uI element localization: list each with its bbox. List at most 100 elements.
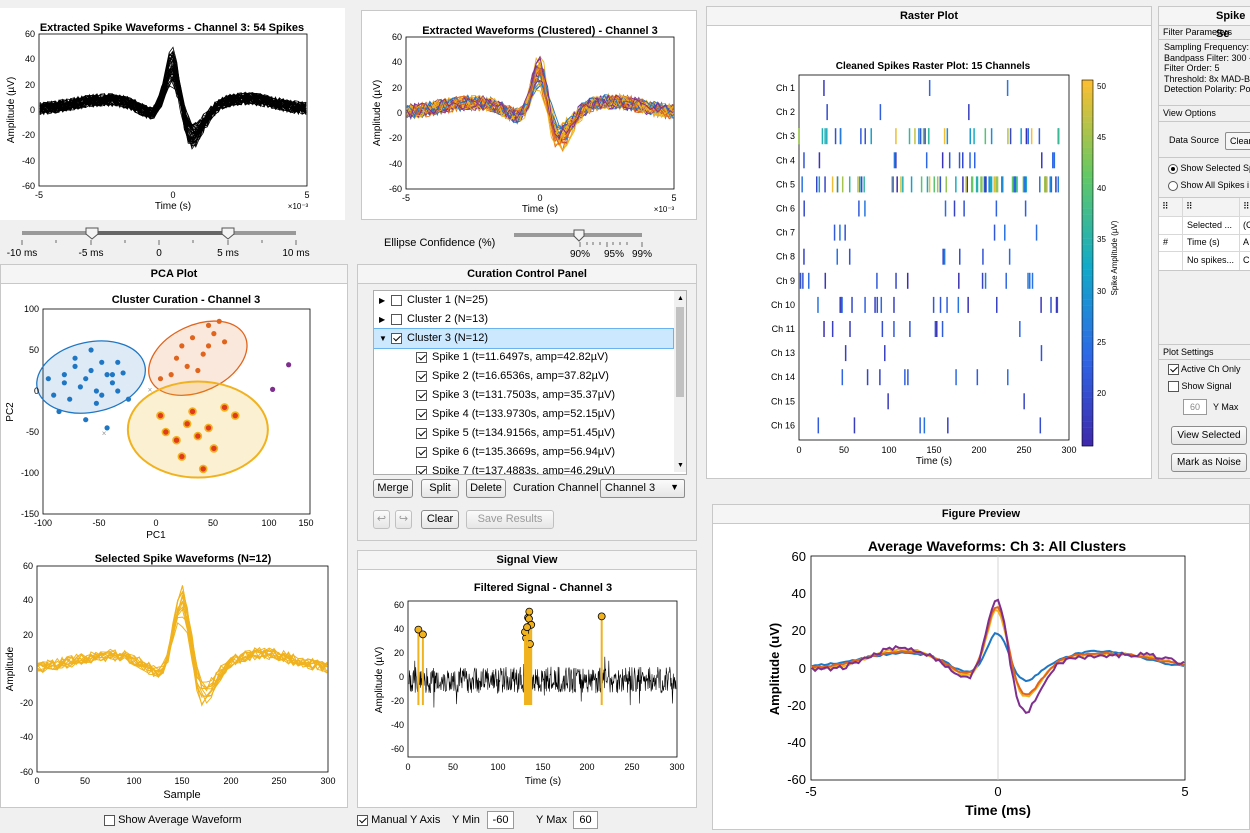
plot-title: Extracted Waveforms (Clustered) - Channe… [422, 25, 658, 37]
pca-point [195, 367, 201, 374]
slider-handle[interactable] [573, 229, 585, 242]
ymax-input[interactable]: 60 [573, 811, 598, 829]
pca-point [200, 351, 206, 357]
checkbox-box[interactable] [357, 814, 368, 826]
y-tick: -40 [20, 732, 33, 742]
tree-cluster-row[interactable]: ▼ Cluster 3 (N=12) [374, 328, 674, 349]
waveform-trace [406, 80, 674, 144]
time-range-slider[interactable]: -10 ms -5 ms 0 5 ms 10 ms [0, 224, 345, 260]
colorbar-segment [1082, 122, 1093, 129]
colorbar-segment [1082, 147, 1093, 154]
tree-checkbox[interactable] [416, 428, 427, 439]
y-tick: -60 [389, 184, 402, 194]
show-all-radio[interactable]: Show All Spikes i [1168, 180, 1249, 191]
colorbar [1081, 79, 1094, 447]
mark-as-noise-button[interactable]: Mark as Noise [1171, 453, 1247, 472]
x-tick: 50 [80, 776, 90, 786]
panel-title: Raster Plot [707, 7, 1151, 26]
tree-checkbox[interactable] [391, 333, 402, 344]
clear-button[interactable]: Clear [421, 510, 459, 529]
redo-button[interactable]: ↪ [395, 510, 412, 529]
tree-checkbox[interactable] [416, 447, 427, 458]
x-tick: -50 [92, 518, 105, 528]
colorbar-tick: 25 [1097, 338, 1106, 347]
colorbar-segment [1082, 348, 1093, 355]
tree-spike-row[interactable]: Spike 7 (t=137.4883s, amp=46.29µV) [374, 462, 686, 474]
tree-spike-row[interactable]: Spike 2 (t=16.6536s, amp=37.82µV) [374, 367, 686, 386]
spike-table[interactable]: ⠿ ⠿ ⠿ Selected ... (C # Time (s) A No sp… [1159, 197, 1250, 271]
view-selected-button[interactable]: View Selected [1171, 426, 1247, 445]
tree-checkbox[interactable] [416, 371, 427, 382]
x-tick: 100 [490, 762, 505, 772]
channel-label: Ch 16 [771, 420, 795, 430]
checkbox-box[interactable] [104, 814, 115, 826]
spike-marker [597, 612, 606, 621]
tree-cluster-row[interactable]: ▶ Cluster 2 (N=13) [374, 310, 686, 329]
waveform-trace [39, 75, 307, 148]
colorbar-segment [1082, 110, 1093, 117]
tree-cluster-row[interactable]: ▶ Cluster 1 (N=25) [374, 291, 686, 310]
tree-spike-row[interactable]: Spike 5 (t=134.9156s, amp=51.45µV) [374, 424, 686, 443]
manual-y-axis-checkbox[interactable]: Manual Y Axis [357, 814, 440, 826]
pca-point [205, 322, 212, 328]
tree-spike-row[interactable]: Spike 4 (t=133.9730s, amp=52.15µV) [374, 405, 686, 424]
chevron-down-icon[interactable]: ▼ [379, 334, 387, 343]
waveform-trace [37, 585, 328, 688]
plot-title: Average Waveforms: Ch 3: All Clusters [868, 538, 1127, 554]
show-signal-checkbox[interactable]: Show Signal [1168, 381, 1232, 393]
y-tick: 0 [397, 108, 402, 118]
colorbar-segment [1082, 244, 1093, 251]
slider-handle-left[interactable] [85, 227, 99, 240]
ymax-input[interactable]: 60 [1183, 399, 1207, 415]
filter-line: Bandpass Filter: 300 - [1164, 52, 1250, 63]
section-header: Plot Settings [1163, 347, 1214, 357]
cluster-tree[interactable]: ▶ Cluster 1 (N=25) ▶ Cluster 2 (N=13) ▼ Clust… [373, 290, 687, 475]
chevron-right-icon[interactable]: ▶ [379, 315, 386, 324]
data-source-dropdown[interactable]: Clean [1225, 132, 1250, 150]
ellipse-confidence-slider[interactable]: 90% 95% 99% [510, 226, 660, 262]
delete-button[interactable]: Delete [466, 479, 506, 498]
colorbar-segment [1082, 134, 1093, 142]
colorbar-segment [1082, 299, 1093, 306]
scroll-down-icon[interactable]: ▼ [677, 462, 684, 469]
x-tick: 250 [1016, 445, 1031, 455]
tree-checkbox[interactable] [416, 352, 427, 363]
tree-scrollbar[interactable]: ▲ ▼ [674, 291, 686, 472]
pca-point [51, 392, 57, 398]
active-ch-only-checkbox[interactable]: Active Ch Only [1168, 364, 1241, 376]
y-tick: 100 [24, 304, 39, 314]
x-tick: 300 [320, 776, 335, 786]
undo-button[interactable]: ↩ [373, 510, 390, 529]
colorbar-segment [1082, 354, 1093, 361]
show-average-checkbox[interactable]: Show Average Waveform [104, 814, 242, 826]
preview-plot: Average Waveforms: Ch 3: All Clusters 60… [713, 524, 1249, 829]
waveform-trace [37, 600, 328, 698]
scroll-up-icon[interactable]: ▲ [677, 295, 684, 302]
tree-checkbox[interactable] [416, 466, 427, 474]
radio-button[interactable] [1168, 163, 1178, 174]
tree-spike-row[interactable]: Spike 3 (t=131.7503s, amp=35.37µV) [374, 386, 686, 405]
save-results-button[interactable]: Save Results [466, 510, 554, 529]
chevron-right-icon[interactable]: ▶ [379, 296, 386, 305]
slider-handle-right[interactable] [221, 227, 235, 240]
tree-spike-row[interactable]: Spike 6 (t=135.3669s, amp=56.94µV) [374, 443, 686, 462]
show-selected-radio[interactable]: Show Selected Sp [1168, 163, 1250, 174]
scroll-thumb[interactable] [676, 307, 684, 397]
tree-checkbox[interactable] [391, 295, 402, 306]
tree-label: Spike 6 (t=135.3669s, amp=56.94µV) [432, 446, 616, 458]
merge-button[interactable]: Merge [373, 479, 413, 498]
colorbar-segment [1082, 366, 1093, 373]
pca-point [115, 359, 121, 365]
ymin-input[interactable]: -60 [487, 811, 514, 829]
checkbox-box[interactable] [1168, 381, 1179, 393]
curation-channel-dropdown[interactable]: Channel 3 ▼ [600, 479, 685, 498]
checkbox-box[interactable] [1168, 364, 1179, 376]
tree-checkbox[interactable] [416, 409, 427, 420]
tree-spike-row[interactable]: Spike 1 (t=11.6497s, amp=42.82µV) [374, 348, 686, 367]
tree-checkbox[interactable] [391, 314, 402, 325]
channel-label: Ch 9 [776, 276, 795, 286]
split-button[interactable]: Split [421, 479, 459, 498]
tree-checkbox[interactable] [416, 390, 427, 401]
x-tick: 0 [34, 776, 39, 786]
radio-button[interactable] [1168, 180, 1178, 191]
